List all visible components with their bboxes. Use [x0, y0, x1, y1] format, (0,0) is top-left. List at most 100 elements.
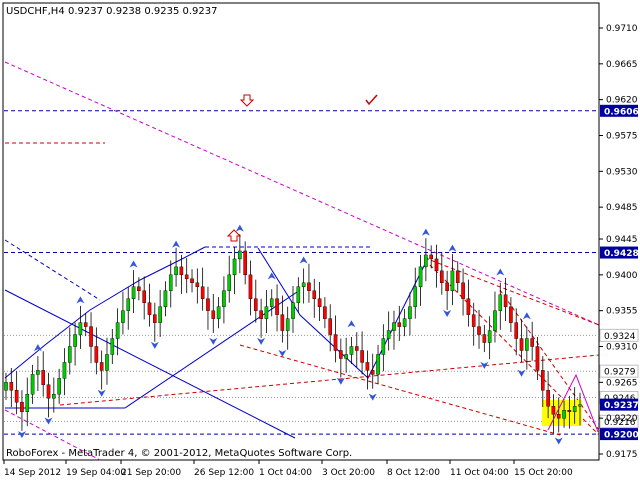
candle-body	[168, 274, 173, 291]
candle-body	[222, 290, 226, 307]
price-tick-label: 0.9665	[606, 60, 638, 70]
candle-body	[131, 286, 136, 299]
candle-body	[291, 302, 295, 319]
candle-body	[243, 250, 247, 276]
fractal-down-icon	[368, 393, 377, 401]
trend-lines	[4, 61, 600, 461]
candle-body	[440, 270, 444, 284]
candle-body	[525, 338, 529, 351]
candle-body	[30, 374, 35, 395]
price-tick-label: 0.9620	[606, 96, 638, 106]
candle-body	[126, 298, 131, 311]
candle-body	[349, 346, 354, 355]
level-price-badge	[599, 328, 639, 342]
fractal-up-icon	[267, 272, 276, 280]
candle-body	[190, 278, 194, 284]
candle-body	[105, 354, 109, 371]
candle-body	[418, 266, 423, 287]
level-price-label: 0.9279	[604, 368, 636, 378]
plot-frame	[2, 2, 600, 461]
candle-body	[482, 334, 487, 343]
fractal-down-icon	[97, 389, 106, 397]
candle-body	[572, 406, 577, 412]
candle-body	[333, 334, 338, 351]
level-price-label: 0.9200	[604, 431, 639, 441]
candle-body	[179, 266, 184, 276]
fractal-up-icon	[299, 256, 308, 264]
candle-body	[397, 322, 402, 327]
trendline-red-3	[59, 354, 600, 406]
candle-body	[9, 382, 14, 391]
fractal-up-icon	[235, 224, 244, 232]
price-tick-label: 0.9265	[606, 378, 638, 388]
candle-body	[376, 354, 380, 375]
price-tick-label: 0.9445	[606, 235, 638, 245]
candle-body	[503, 294, 508, 307]
trendline-magenta-long	[4, 61, 600, 326]
candle-body	[94, 346, 99, 363]
candle-body	[477, 326, 481, 335]
price-tick-label: 0.9355	[606, 307, 638, 317]
candle-body	[354, 346, 359, 351]
candle-body	[121, 310, 125, 323]
fractal-down-icon	[150, 341, 159, 349]
price-tick-label: 0.9220	[606, 414, 638, 424]
forecast-path	[547, 373, 599, 433]
candle-body	[232, 258, 237, 276]
candle-body	[73, 334, 77, 347]
level-price-badge	[600, 398, 638, 411]
candle-body	[381, 338, 386, 355]
time-tick-label: 3 Oct 20:00	[322, 468, 375, 478]
candle-body	[147, 302, 152, 315]
candle-body	[67, 346, 72, 363]
fractal-up-icon	[347, 320, 356, 328]
price-tick-label: 0.9400	[606, 271, 638, 281]
trendline-descending-blue	[4, 289, 296, 439]
candle-body	[471, 314, 476, 327]
fractal-down-icon	[336, 377, 345, 385]
trendline-red-1	[424, 257, 600, 326]
candle-body	[519, 338, 524, 351]
signal-icons	[226, 94, 378, 242]
price-levels: 0.96060.94280.93240.92790.92460.92370.92…	[4, 104, 639, 441]
candle-body	[514, 322, 519, 339]
fractal-down-icon	[278, 349, 287, 357]
candle-series	[4, 234, 582, 434]
candle-body	[567, 410, 572, 412]
trendline-channel-upper	[4, 246, 206, 379]
candle-body	[450, 270, 455, 291]
candle-body	[296, 286, 301, 303]
level-price-badge	[600, 428, 638, 441]
trendline-channel-lower	[124, 289, 301, 409]
fractal-up-icon	[496, 268, 505, 276]
candle-body	[386, 330, 391, 339]
candle-body	[115, 322, 120, 339]
level-price-label: 0.9428	[604, 249, 639, 259]
price-tick-label: 0.9575	[606, 131, 638, 141]
fractal-up-icon	[129, 260, 138, 268]
price-tick-label: 0.9530	[606, 167, 638, 177]
candle-body	[530, 338, 534, 347]
candle-body	[227, 274, 232, 291]
level-price-label: 0.9237	[604, 401, 639, 411]
candle-body	[535, 346, 540, 371]
candle-body	[365, 362, 370, 371]
level-price-label: 0.9324	[604, 332, 636, 342]
candle-body	[153, 314, 157, 323]
price-tick-label: 0.9175	[606, 450, 638, 460]
candle-body	[498, 294, 503, 311]
candle-body	[83, 322, 88, 327]
candle-body	[392, 322, 396, 331]
trendline-magenta-bottom-left	[4, 409, 101, 461]
time-tick-label: 19 Sep 04:00	[66, 468, 126, 478]
candle-body	[14, 390, 19, 403]
candle-body	[248, 274, 253, 299]
fractal-up-icon	[172, 240, 181, 248]
time-tick-label: 15 Oct 20:00	[514, 468, 573, 478]
checkmark-icon	[365, 94, 378, 106]
fractal-down-icon	[443, 310, 452, 318]
candle-body	[317, 298, 322, 307]
time-tick-label: 11 Oct 04:00	[450, 468, 509, 478]
